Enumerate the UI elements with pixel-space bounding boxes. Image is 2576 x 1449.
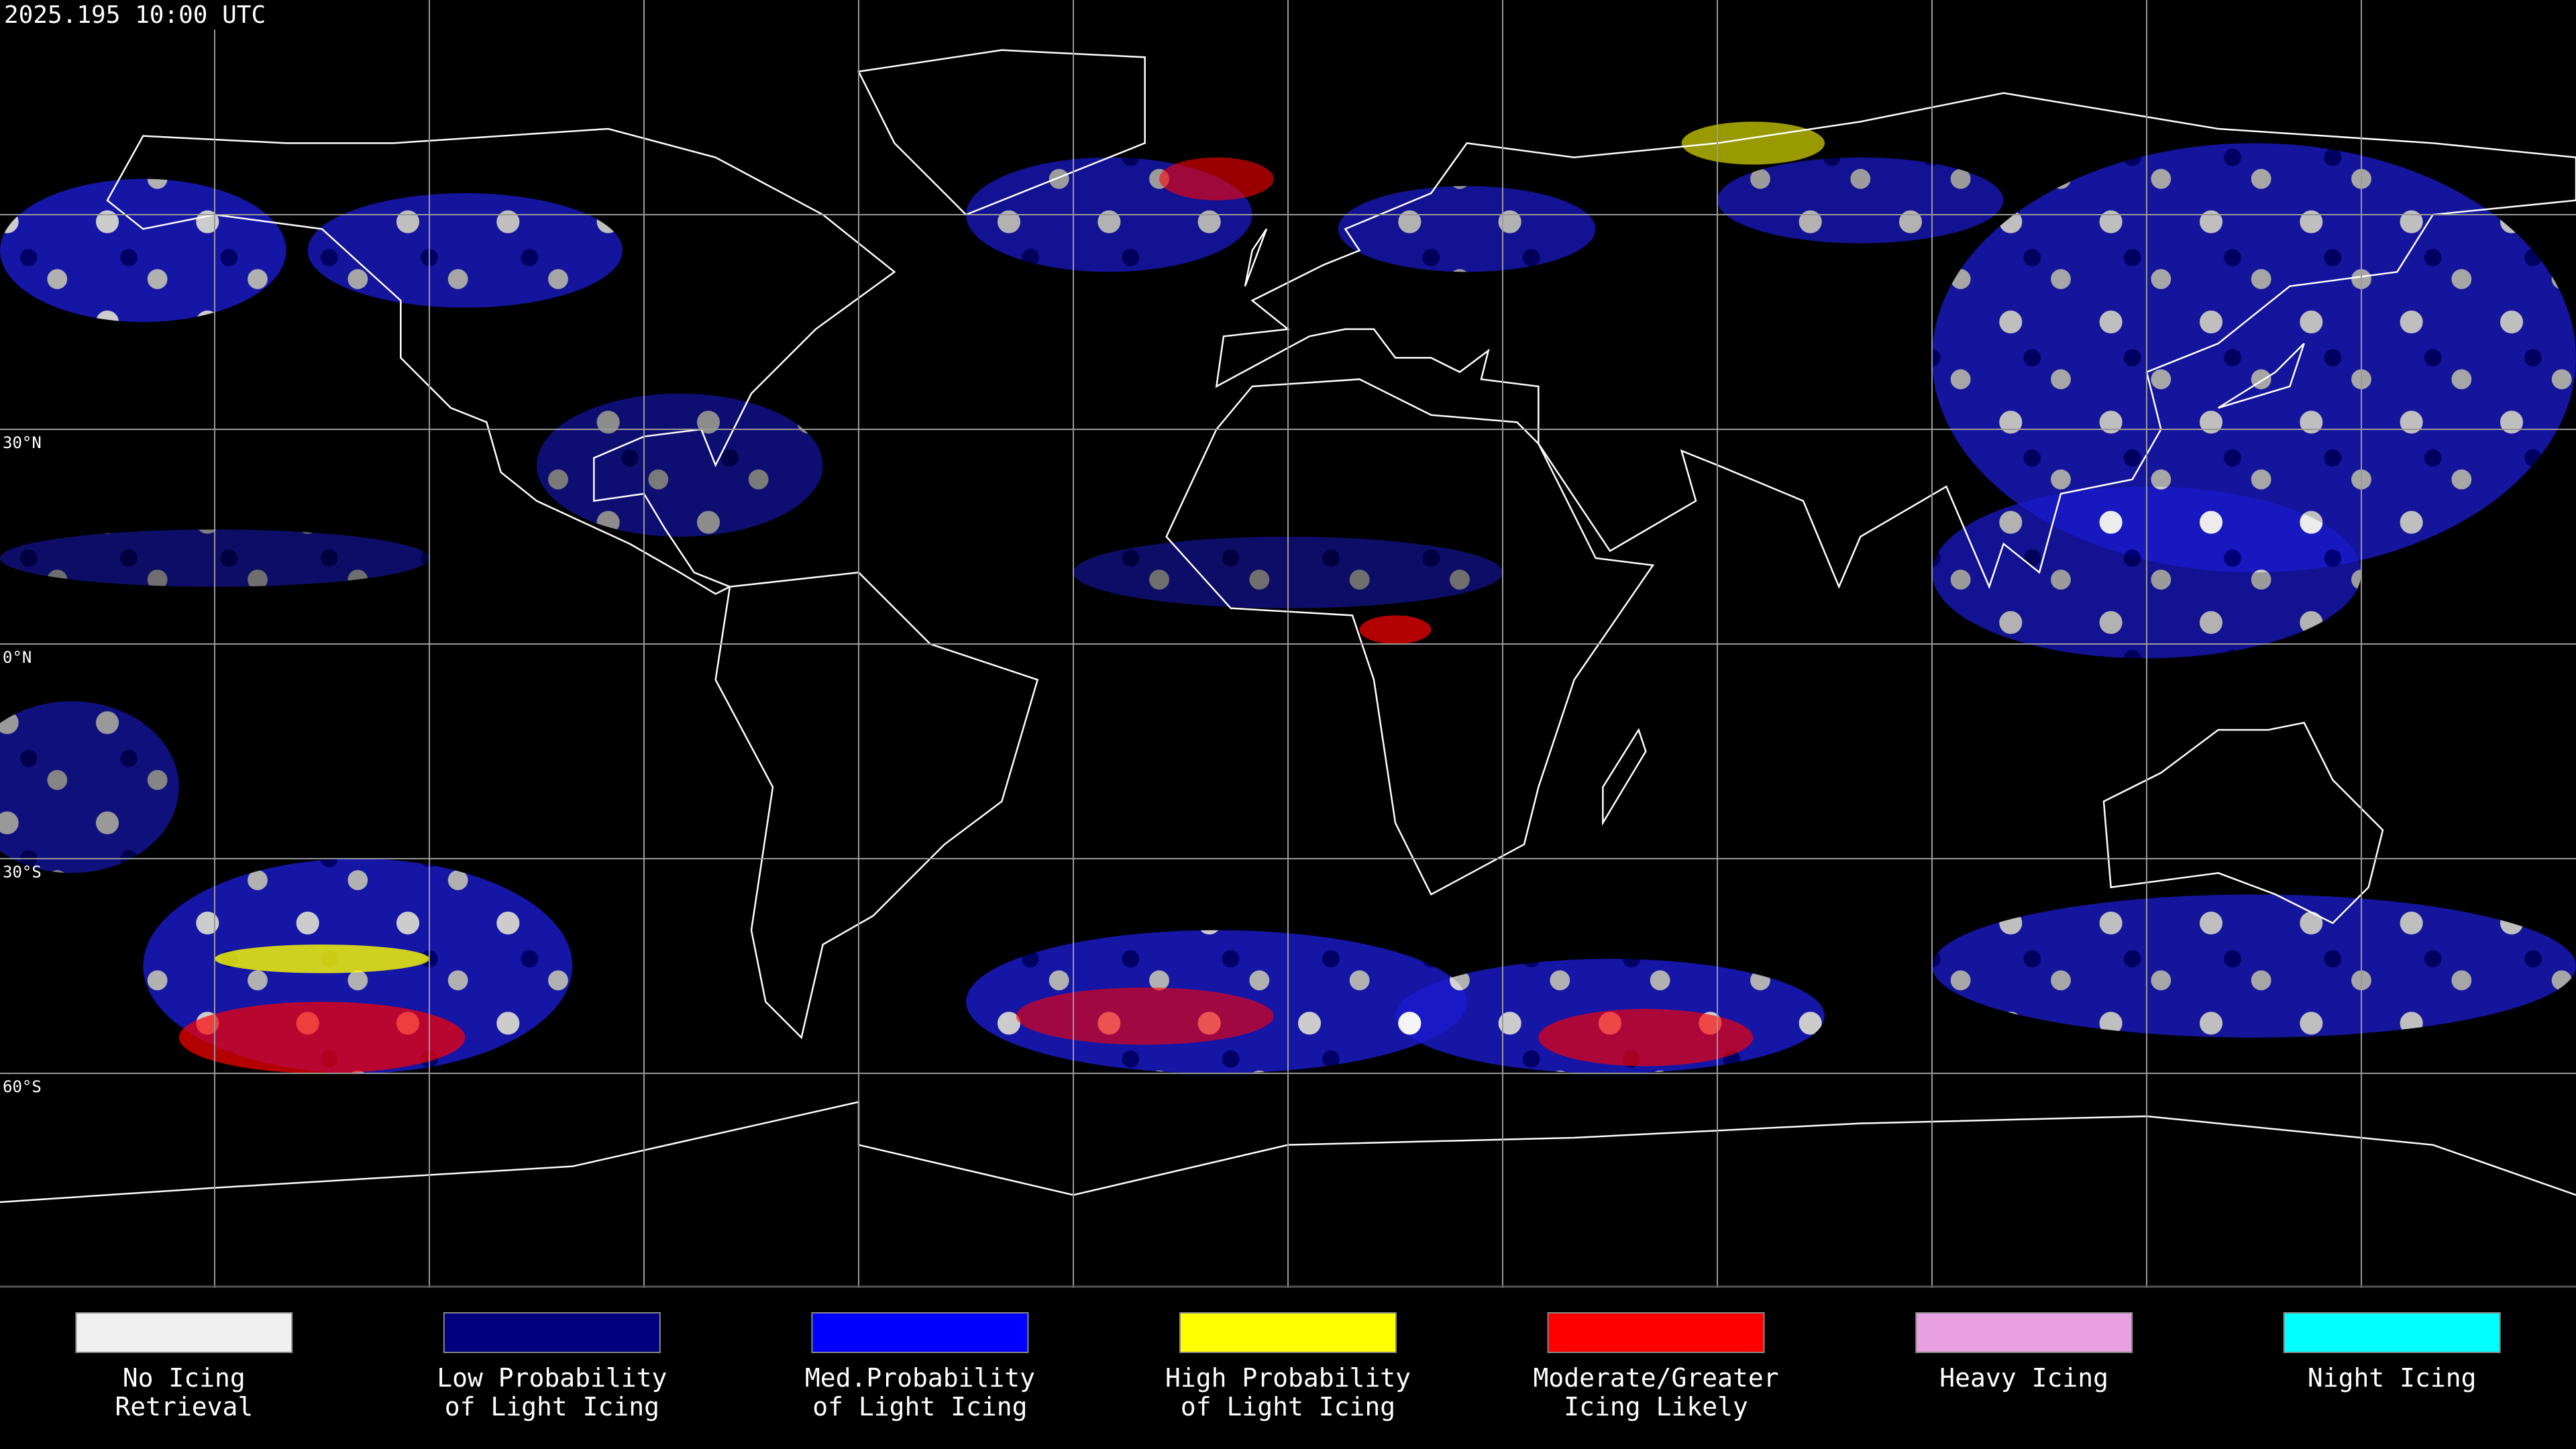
- legend-label: Med.Probability: [805, 1363, 1035, 1393]
- legend-swatch: [1547, 1312, 1765, 1353]
- legend-label: Night Icing: [2308, 1363, 2477, 1393]
- timestamp: 2025.195 10:00 UTC: [4, 1, 266, 29]
- graticule: [0, 0, 2576, 1288]
- latitude-label: 60°S: [3, 1077, 42, 1096]
- legend-item: Night Icing: [2283, 1312, 2501, 1393]
- legend-swatch: [1179, 1312, 1397, 1353]
- legend-label: High Probability: [1165, 1363, 1411, 1393]
- legend-swatch: [443, 1312, 661, 1353]
- legend-label: Retrieval: [115, 1392, 253, 1421]
- legend-label: Heavy Icing: [1939, 1363, 2108, 1393]
- legend-label: Low Probability: [437, 1363, 667, 1393]
- legend-item: Heavy Icing: [1915, 1312, 2133, 1393]
- legend-label: Icing Likely: [1564, 1392, 1748, 1421]
- legend-label: Moderate/Greater: [1534, 1363, 1779, 1393]
- legend-swatch: [75, 1312, 293, 1353]
- legend-swatch: [1915, 1312, 2133, 1353]
- legend-label: of Light Icing: [445, 1392, 659, 1421]
- map: 30°N 0°N 30°S 60°S: [0, 0, 2576, 1288]
- legend-label: No Icing: [123, 1363, 246, 1393]
- timestamp-backdrop: [0, 0, 295, 30]
- legend-label: of Light Icing: [812, 1392, 1027, 1421]
- legend-label: of Light Icing: [1181, 1392, 1395, 1421]
- latitude-label: 30°N: [3, 433, 42, 452]
- latitude-label: 0°N: [3, 648, 32, 667]
- coastlines: [0, 50, 2576, 1202]
- legend-swatch: [2283, 1312, 2501, 1353]
- latitude-label: 30°S: [3, 863, 42, 881]
- legend-swatch: [811, 1312, 1029, 1353]
